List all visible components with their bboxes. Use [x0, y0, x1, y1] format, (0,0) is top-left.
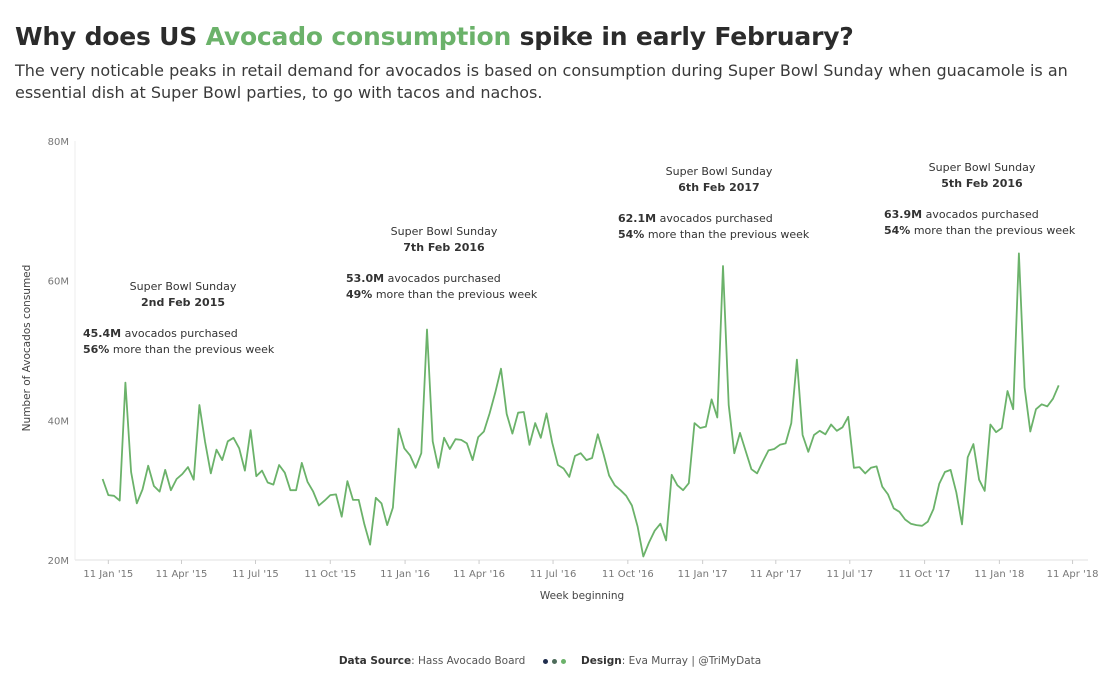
x-tick-label: 11 Apr '17: [750, 569, 802, 580]
annotation-amount-text: avocados purchased: [384, 272, 501, 285]
plot-frame: [74, 141, 1088, 561]
x-tick-label: 11 Jan '18: [974, 569, 1024, 580]
annotation-amount-value: 63.9M: [884, 208, 922, 221]
x-tick-label: 11 Jan '15: [83, 569, 133, 580]
x-tick-label: 11 Oct '16: [602, 569, 654, 580]
annotation: Super Bowl Sunday 2nd Feb 2015 45.4M avoca…: [83, 280, 275, 356]
annotation-pct: 56% more than the previous week: [83, 343, 275, 356]
annotation-pct-value: 56%: [83, 343, 109, 356]
dot-icon: [560, 658, 566, 664]
annotation-pct-text: more than the previous week: [644, 228, 810, 241]
annotation-pct-text: more than the previous week: [109, 343, 275, 356]
chart-subtitle: The very noticable peaks in retail deman…: [15, 61, 1068, 102]
design-value: : Eva Murray | @TriMyData: [621, 655, 762, 667]
annotation-date: 2nd Feb 2015: [141, 296, 225, 309]
annotation-date: 6th Feb 2017: [678, 181, 759, 194]
annotation-pct-value: 54%: [618, 228, 644, 241]
annotation-pct: 54% more than the previous week: [884, 224, 1076, 237]
x-tick-label: 11 Jan '17: [678, 569, 728, 580]
x-tick-label: 11 Jul '15: [232, 569, 279, 580]
x-axis-title: Week beginning: [540, 590, 624, 602]
footer: Data Source: Hass Avocado Board Design: …: [0, 655, 1100, 667]
annotation-date: 5th Feb 2016: [941, 177, 1023, 190]
annotation-amount: 45.4M avocados purchased: [83, 327, 238, 340]
annotation-amount-text: avocados purchased: [121, 327, 238, 340]
y-tick-label: 40M: [48, 416, 69, 427]
footer-dots: [541, 655, 568, 667]
annotation: Super Bowl Sunday 6th Feb 2017 62.1M avoca…: [618, 165, 810, 241]
x-tick-label: 11 Jul '17: [826, 569, 873, 580]
y-tick-label: 60M: [48, 277, 69, 288]
chart-title: Why does US Avocado consumption spike in…: [15, 22, 854, 51]
x-tick-label: 11 Apr '16: [453, 569, 505, 580]
annotation-label: Super Bowl Sunday: [130, 280, 237, 293]
annotation-pct-text: more than the previous week: [372, 288, 538, 301]
source-label: Data Source: [338, 655, 412, 667]
x-tick-label: 11 Jul '16: [530, 569, 577, 580]
design-label: Design: [581, 655, 622, 667]
annotation: Super Bowl Sunday 5th Feb 2016 63.9M avoca…: [884, 161, 1076, 237]
series-line: [101, 252, 1060, 558]
annotation: Super Bowl Sunday 7th Feb 2016 53.0M avoca…: [346, 225, 538, 301]
x-tick-label: 11 Apr '18: [1047, 569, 1099, 580]
source-value: : Hass Avocado Board: [411, 655, 526, 667]
annotation-amount: 63.9M avocados purchased: [884, 208, 1039, 221]
annotation-pct-text: more than the previous week: [910, 224, 1076, 237]
x-axis: 11 Jan '15 11 Apr '15 11 Jul '15 11 Oct '15…: [83, 560, 1098, 580]
x-tick-label: 11 Apr '15: [156, 569, 208, 580]
annotation-date: 7th Feb 2016: [403, 241, 485, 254]
y-tick-label: 80M: [48, 137, 69, 148]
line-chart: 20M 40M 60M 80M 11 Jan '15 11 Apr '15 11 Jul …: [21, 137, 1098, 602]
annotation-label: Super Bowl Sunday: [929, 161, 1036, 174]
annotation-amount-value: 53.0M: [346, 272, 384, 285]
annotation-pct: 49% more than the previous week: [346, 288, 538, 301]
x-tick-label: 11 Oct '17: [899, 569, 951, 580]
annotation-pct: 54% more than the previous week: [618, 228, 810, 241]
y-tick-label: 20M: [48, 556, 69, 567]
annotation-amount: 62.1M avocados purchased: [618, 212, 773, 225]
dot-icon: [551, 658, 557, 664]
x-tick-label: 11 Jan '16: [380, 569, 430, 580]
series-group: [101, 252, 1060, 558]
annotation-amount-value: 62.1M: [618, 212, 656, 225]
annotation-label: Super Bowl Sunday: [391, 225, 498, 238]
annotations: Super Bowl Sunday 2nd Feb 2015 45.4M avoca…: [83, 161, 1076, 356]
annotation-pct-value: 54%: [884, 224, 910, 237]
title-accent: Avocado consumption: [205, 22, 512, 51]
x-tick-label: 11 Oct '15: [304, 569, 356, 580]
annotation-amount-text: avocados purchased: [922, 208, 1039, 221]
y-axis: 20M 40M 60M 80M: [48, 137, 69, 567]
y-axis-title: Number of Avocados consumed: [21, 265, 33, 432]
dot-icon: [542, 658, 548, 664]
title-post: spike in early February?: [511, 22, 854, 51]
annotation-pct-value: 49%: [346, 288, 372, 301]
annotation-label: Super Bowl Sunday: [666, 165, 773, 178]
title-pre: Why does US: [15, 22, 206, 51]
annotation-amount-text: avocados purchased: [656, 212, 773, 225]
annotation-amount-value: 45.4M: [83, 327, 121, 340]
annotation-amount: 53.0M avocados purchased: [346, 272, 501, 285]
